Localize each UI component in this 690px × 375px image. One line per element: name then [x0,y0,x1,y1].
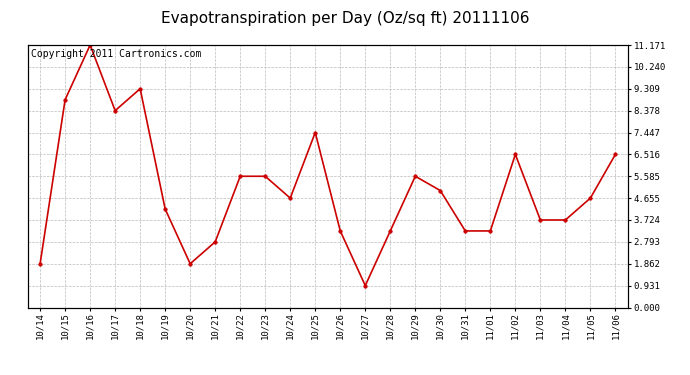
Text: Evapotranspiration per Day (Oz/sq ft) 20111106: Evapotranspiration per Day (Oz/sq ft) 20… [161,11,529,26]
Text: Copyright 2011 Cartronics.com: Copyright 2011 Cartronics.com [30,49,201,59]
